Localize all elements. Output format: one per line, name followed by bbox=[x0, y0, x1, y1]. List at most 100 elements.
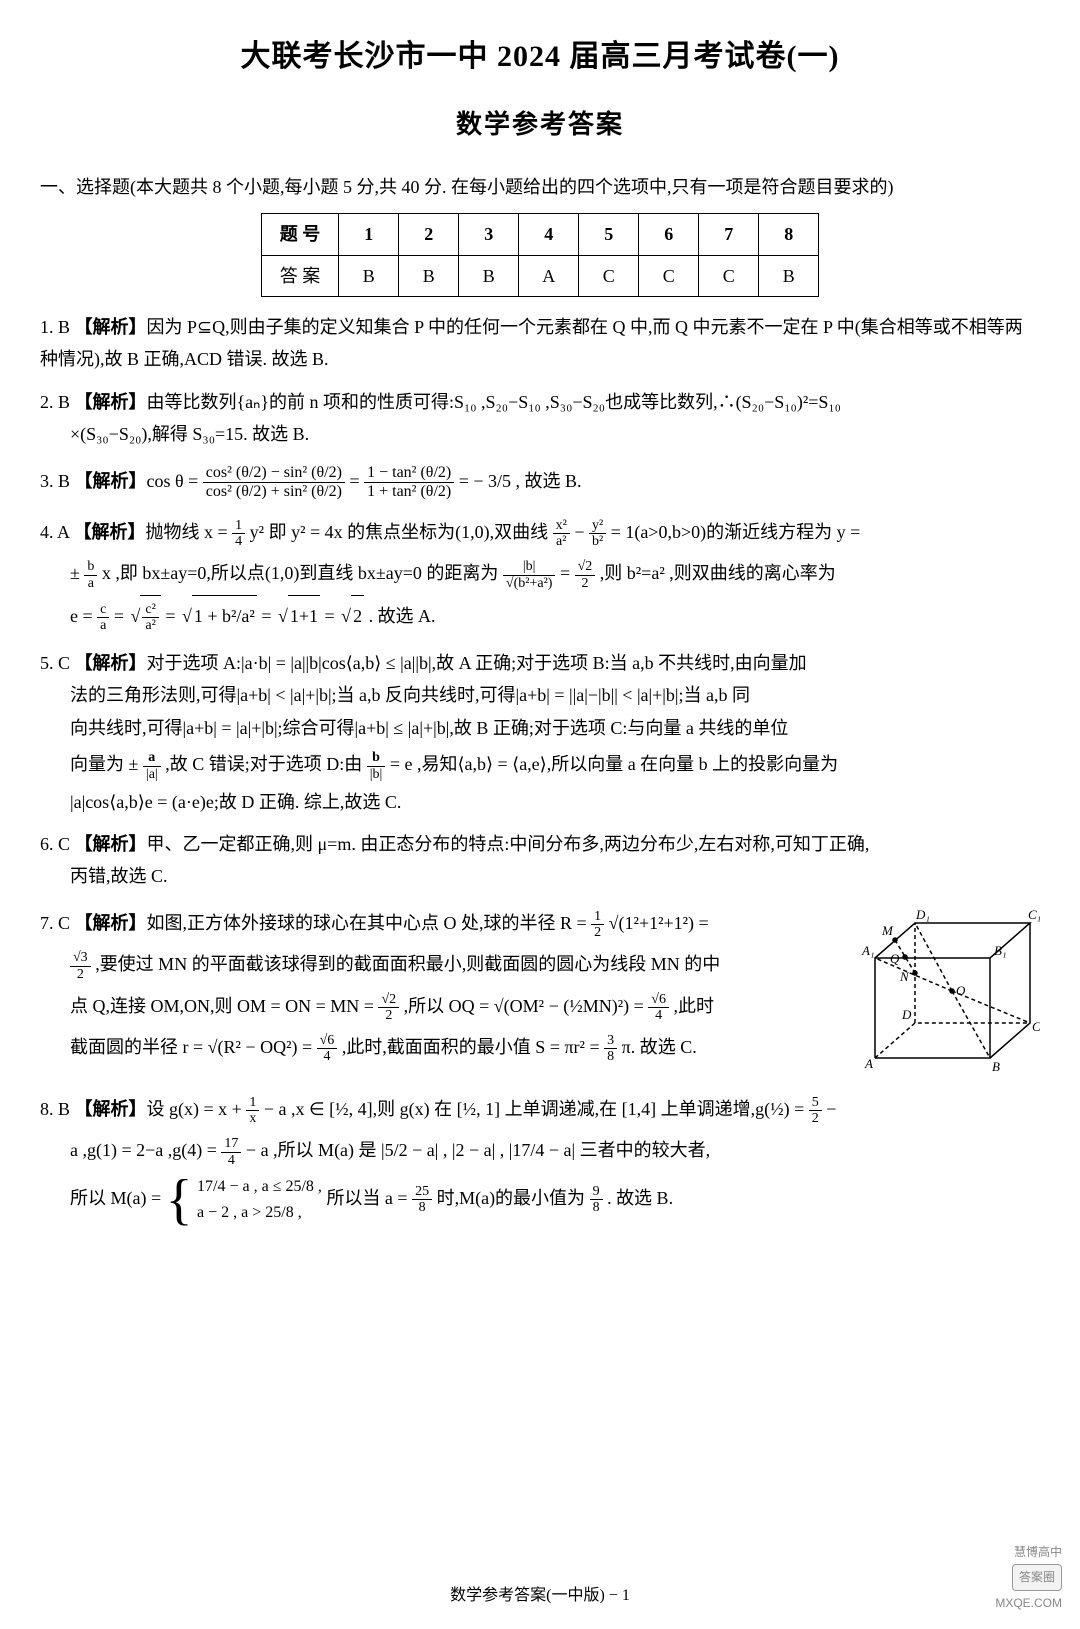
fraction: 14 bbox=[232, 518, 245, 550]
page-subtitle: 数学参考答案 bbox=[40, 102, 1040, 149]
label-A: A bbox=[864, 1056, 873, 1071]
q4-l3d: = bbox=[325, 606, 340, 626]
numerator: b bbox=[367, 750, 386, 766]
q3-lead: cos θ = bbox=[147, 471, 199, 491]
col-8: 8 bbox=[759, 214, 819, 255]
ans-4: A bbox=[519, 255, 579, 296]
q4-l2d: ,则 b²=a² ,则双曲线的离心率为 bbox=[600, 563, 836, 583]
denominator: 8 bbox=[590, 1200, 603, 1215]
q8-l3b: 所以当 a = bbox=[326, 1188, 412, 1208]
watermark: 慧博高中 答案圈 MXQE.COM bbox=[995, 1542, 1062, 1615]
numerator: √6 bbox=[317, 1033, 338, 1049]
sqrt: c²a² bbox=[129, 595, 161, 637]
q7-l4c: π. 故选 C. bbox=[622, 1037, 697, 1057]
fraction: 1 − tan² (θ/2)1 + tan² (θ/2) bbox=[364, 464, 454, 500]
numerator: 25 bbox=[412, 1184, 432, 1200]
ans-8: B bbox=[759, 255, 819, 296]
q5-l4c: = e ,易知⟨a,b⟩ = ⟨a,e⟩,所以向量 a 在向量 b 上的投影向量… bbox=[390, 754, 838, 774]
watermark-3: 慧博高中 bbox=[1014, 1545, 1062, 1559]
q4-l2a: ± bbox=[70, 563, 84, 583]
q4-line3: e = ca = c²a² = 1 + b²/a² = 1+1 = 2 . 故选… bbox=[70, 595, 1040, 637]
denominator: x bbox=[246, 1111, 259, 1126]
q8-l2b: − a ,所以 M(a) 是 |5/2 − a| , |2 − a| , |17… bbox=[246, 1140, 710, 1160]
numerator: cos² (θ/2) − sin² (θ/2) bbox=[203, 464, 345, 483]
numerator: c² bbox=[142, 602, 158, 618]
fraction: cos² (θ/2) − sin² (θ/2)cos² (θ/2) + sin²… bbox=[203, 464, 345, 500]
ans-7: C bbox=[699, 255, 759, 296]
q4-line2: ± ba x ,即 bx±ay=0,所以点(1,0)到直线 bx±ay=0 的距… bbox=[70, 553, 1040, 594]
q6-l2: 丙错,故选 C. bbox=[70, 860, 1040, 892]
table-row: 题 号 1 2 3 4 5 6 7 8 bbox=[261, 214, 819, 255]
ans-1: B bbox=[339, 255, 399, 296]
q7-num: 7. C bbox=[40, 913, 70, 933]
sqrt: 1 + b²/a² bbox=[180, 595, 257, 637]
q7-l1b: √(1²+1²+1²) = bbox=[609, 913, 709, 933]
q2-num: 2. B bbox=[40, 392, 70, 412]
q8-l1b: − a ,x ∈ [½, 4],则 g(x) 在 [½, 1] 上单调递减,在 … bbox=[264, 1099, 809, 1119]
denominator: 4 bbox=[317, 1049, 338, 1064]
label-N: N bbox=[899, 969, 910, 984]
denominator: a bbox=[97, 618, 109, 633]
fraction: √32 bbox=[70, 950, 91, 982]
ans-6: C bbox=[639, 255, 699, 296]
eq: = bbox=[349, 471, 364, 491]
col-2: 2 bbox=[399, 214, 459, 255]
q2-text2: ×(S₃₀−S₂₀),解得 S₃₀=15. 故选 B. bbox=[70, 418, 1040, 450]
q4-l3c: = bbox=[261, 606, 276, 626]
q5-l2: 法的三角形法则,可得|a+b| < |a|+|b|;当 a,b 反向共线时,可得… bbox=[70, 679, 1040, 711]
q4-l3a: e = bbox=[70, 606, 97, 626]
denominator: 4 bbox=[232, 534, 245, 549]
q7-l2a: ,要使过 MN 的平面截该球得到的截面面积最小,则截面圆的圆心为线段 MN 的中 bbox=[95, 954, 720, 974]
denominator: |b| bbox=[367, 767, 386, 782]
q8-l3: 所以 M(a) = { 17/4 − a , a ≤ 25/8 , a − 2 … bbox=[70, 1172, 1040, 1228]
fraction: b|b| bbox=[367, 750, 386, 782]
denominator: 2 bbox=[70, 967, 91, 982]
q7-l3a: 点 Q,连接 OM,ON,则 OM = ON = MN = bbox=[70, 996, 378, 1016]
fraction: 52 bbox=[809, 1095, 822, 1127]
fraction: √22 bbox=[575, 559, 596, 591]
analysis-tag: 【解析】 bbox=[75, 317, 147, 337]
fraction: a|a| bbox=[143, 750, 161, 782]
q7-l3b: ,所以 OQ = √(OM² − (½MN)²) = bbox=[404, 996, 649, 1016]
label-D1: D₁ bbox=[915, 907, 930, 922]
denominator: 2 bbox=[378, 1008, 399, 1023]
denominator: a² bbox=[553, 534, 570, 549]
answer-label: 答 案 bbox=[261, 255, 339, 296]
denominator: a bbox=[84, 576, 97, 591]
analysis-tag: 【解析】 bbox=[75, 471, 147, 491]
numerator: 1 bbox=[232, 518, 245, 534]
piecewise: { 17/4 − a , a ≤ 25/8 , a − 2 , a > 25/8… bbox=[166, 1172, 322, 1228]
denominator: b² bbox=[589, 534, 606, 549]
page-footer: 数学参考答案(一中版) − 1 bbox=[0, 1582, 1080, 1611]
col-5: 5 bbox=[579, 214, 639, 255]
answer-table: 题 号 1 2 3 4 5 6 7 8 答 案 B B B A C C C B bbox=[261, 213, 820, 297]
q4-l3b: = bbox=[114, 606, 129, 626]
q7-l1a: 如图,正方体外接球的球心在其中心点 O 处,球的半径 R = bbox=[147, 913, 592, 933]
radicand: 2 bbox=[351, 595, 364, 637]
sqrt: 2 bbox=[339, 595, 364, 637]
denominator: 2 bbox=[575, 576, 596, 591]
fraction: x²a² bbox=[553, 518, 570, 550]
q4-l3e: . 故选 A. bbox=[369, 606, 436, 626]
q5-num: 5. C bbox=[40, 653, 70, 673]
q5-l4: 向量为 ± a|a| ,故 C 错误;对于选项 D:由 b|b| = e ,易知… bbox=[70, 744, 1040, 785]
q6-l1: 甲、乙一定都正确,则 μ=m. 由正态分布的特点:中间分布多,两边分布少,左右对… bbox=[147, 834, 870, 854]
q5-l5: |a|cos⟨a,b⟩e = (a·e)e;故 D 正确. 综上,故选 C. bbox=[70, 786, 1040, 818]
q5-l3: 向共线时,可得|a+b| = |a|+|b|;综合可得|a+b| ≤ |a|+|… bbox=[70, 712, 1040, 744]
q4-l3b2: = bbox=[165, 606, 180, 626]
q5-l4b: ,故 C 错误;对于选项 D:由 bbox=[165, 754, 367, 774]
numerator: √2 bbox=[378, 992, 399, 1008]
label-B: B bbox=[992, 1059, 1000, 1073]
q8-l1a: 设 g(x) = x + bbox=[147, 1099, 247, 1119]
q5-l1: 对于选项 A:|a·b| = |a||b|cos⟨a,b⟩ ≤ |a||b|,故… bbox=[147, 653, 807, 673]
q4-l1a: 抛物线 x = bbox=[146, 522, 233, 542]
fraction: 12 bbox=[591, 909, 604, 941]
numerator: y² bbox=[589, 518, 606, 534]
fraction: |b|√(b²+a²) bbox=[503, 559, 556, 591]
question-7: A B C D A₁ B₁ C₁ D₁ M N O Q 7. C 【解析】如图,… bbox=[40, 903, 1040, 1079]
numerator: 9 bbox=[590, 1184, 603, 1200]
q4-num: 4. A bbox=[40, 522, 69, 542]
q7-l4b: ,此时,截面面积的最小值 S = πr² = bbox=[342, 1037, 604, 1057]
analysis-tag: 【解析】 bbox=[75, 392, 147, 412]
fraction: 98 bbox=[590, 1184, 603, 1216]
